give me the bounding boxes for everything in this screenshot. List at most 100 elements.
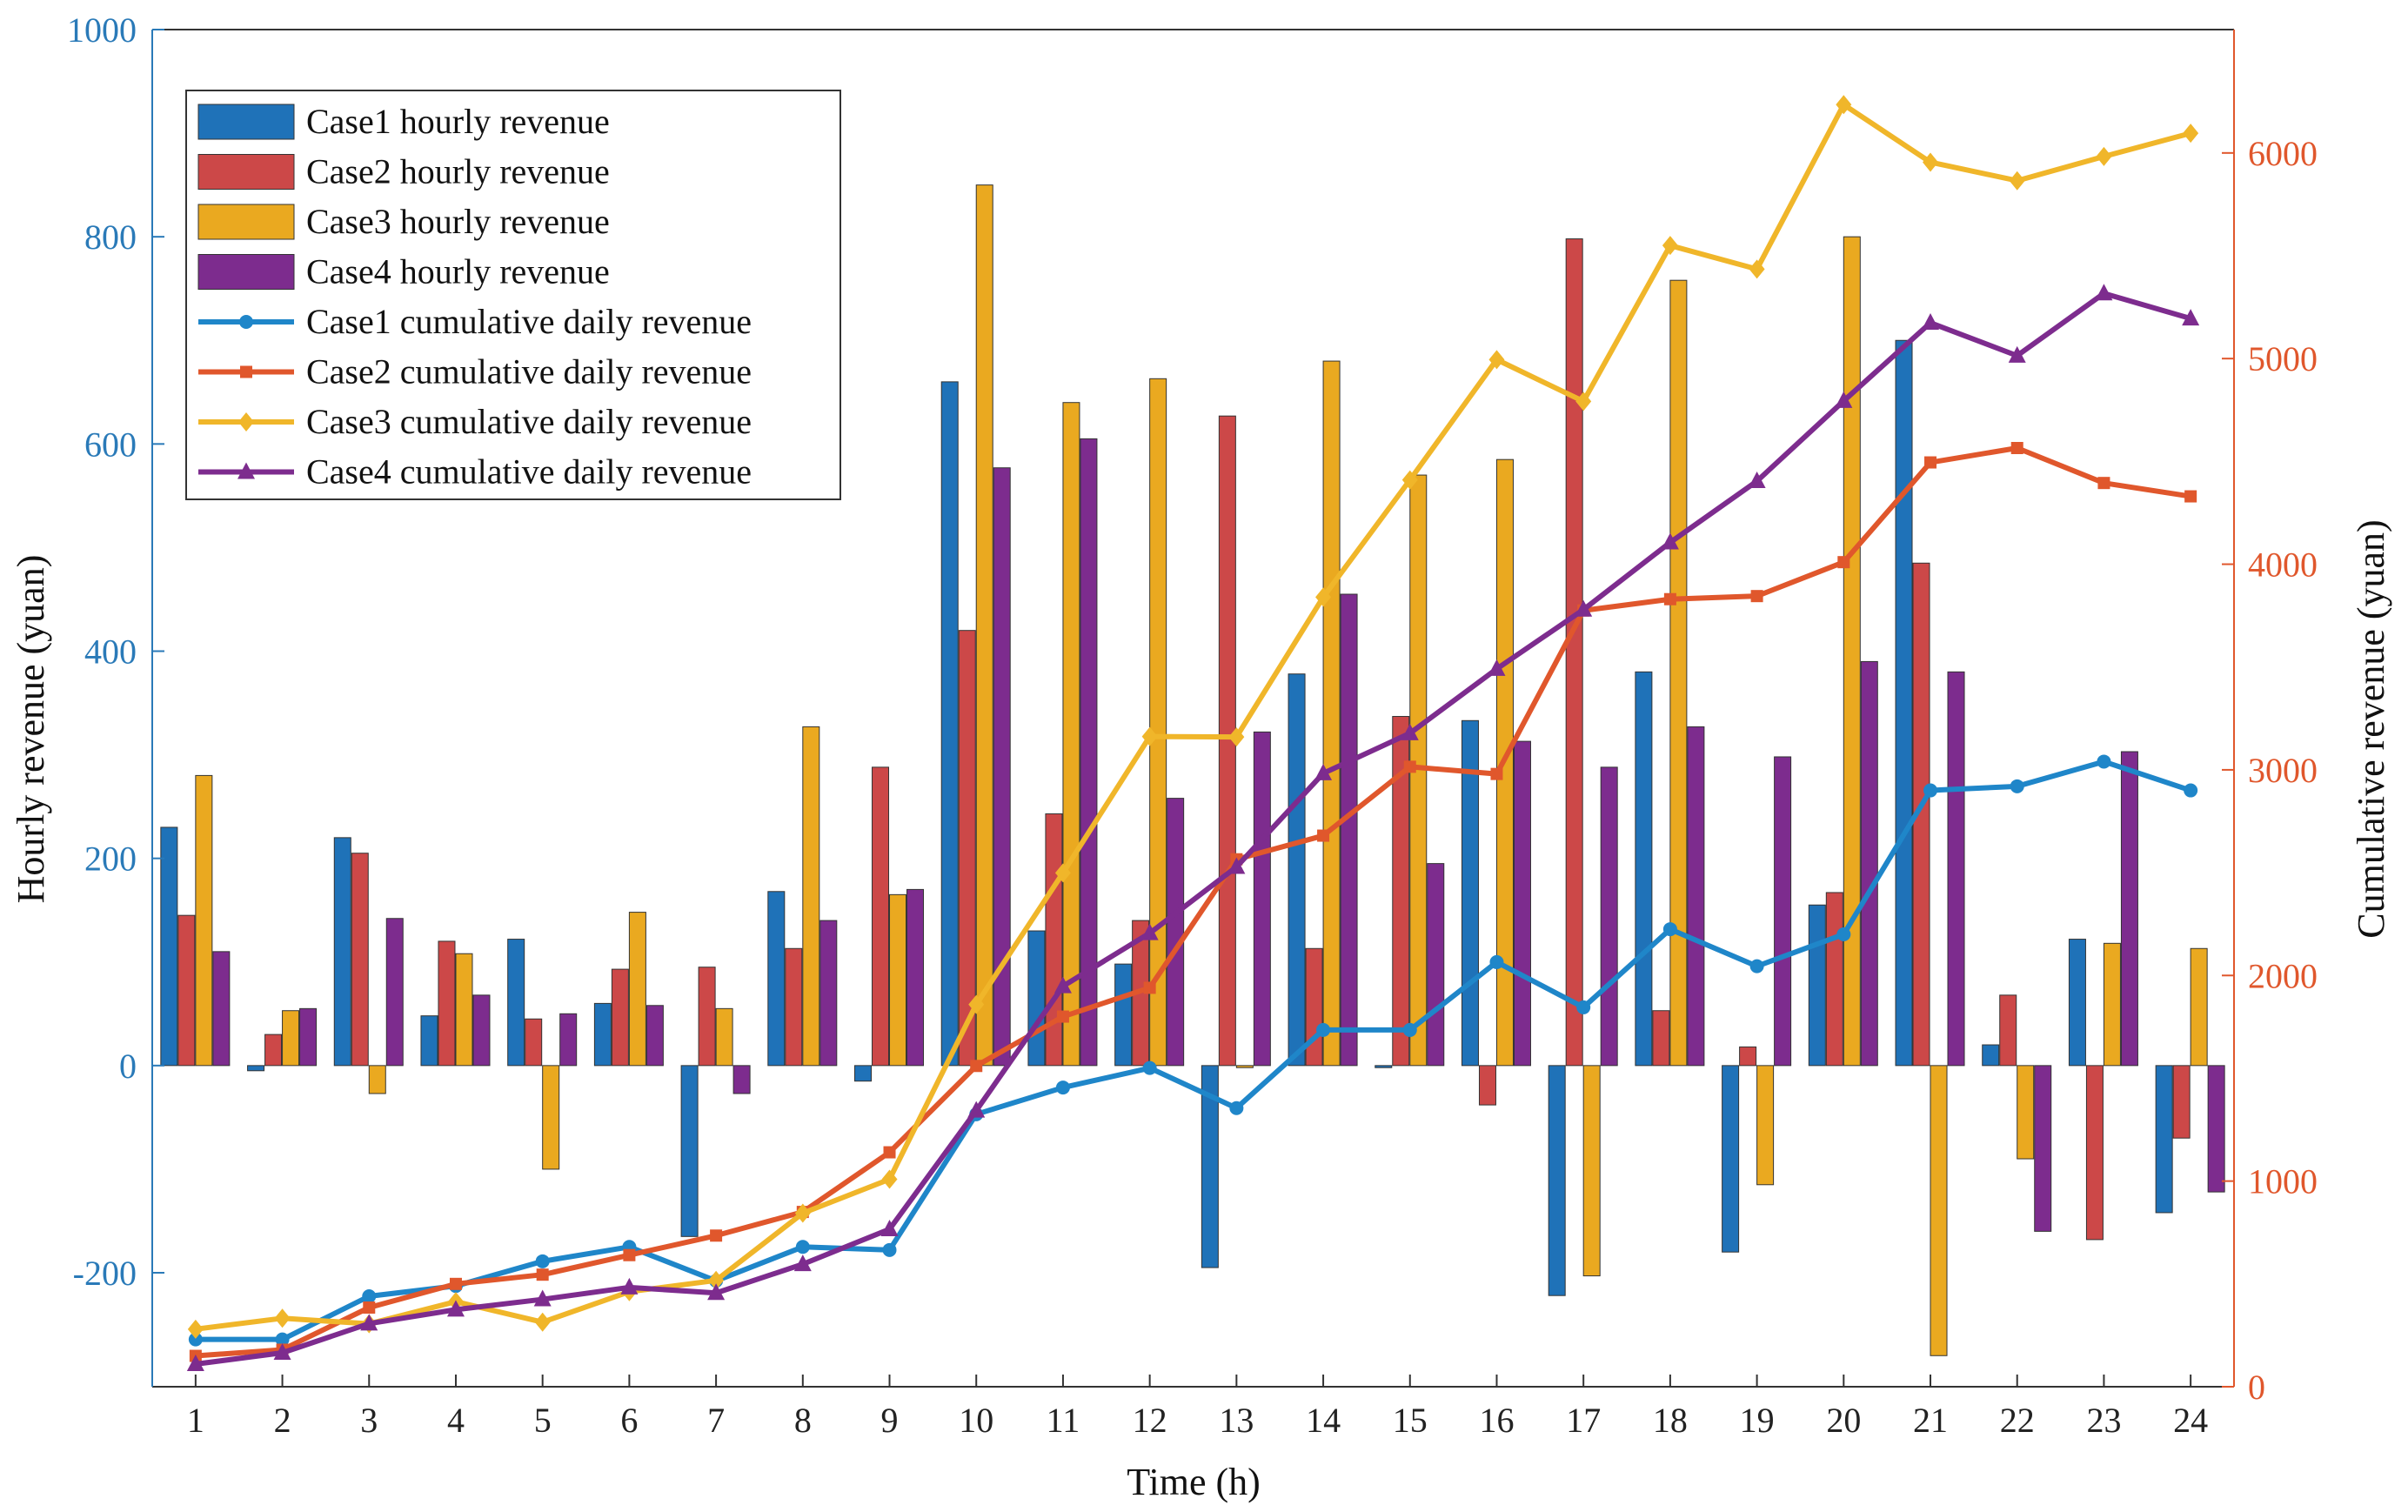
- point-case4-hour-19: [1748, 472, 1766, 489]
- bar-case2-hour-5: [525, 1018, 543, 1067]
- point-case3-hour-14: [1315, 587, 1332, 607]
- point-case3-hour-23: [2096, 146, 2112, 166]
- point-case1-hour-20: [1836, 927, 1851, 941]
- point-case4-hour-4: [446, 1300, 465, 1317]
- point-case4-hour-10: [967, 1101, 986, 1118]
- bar-case1-hour-5: [507, 939, 525, 1067]
- legend: Case1 hourly revenue Case2 hourly revenue…: [185, 90, 841, 500]
- bar-case3-hour-9: [889, 893, 907, 1067]
- point-case4-hour-2: [273, 1343, 291, 1360]
- bar-case2-hour-7: [698, 967, 716, 1067]
- bar-case4-hour-14: [1340, 593, 1358, 1067]
- line-case4-cumulative: [195, 291, 2191, 1367]
- point-case3-hour-12: [1141, 726, 1158, 746]
- bar-case4-hour-3: [385, 918, 404, 1067]
- bar-case3-hour-11: [1062, 402, 1080, 1067]
- point-case1-hour-24: [2184, 783, 2198, 798]
- bar-case3-hour-1: [195, 774, 213, 1067]
- bar-case4-hour-17: [1600, 766, 1618, 1067]
- x-tick-label: 11: [1047, 1401, 1080, 1440]
- bar-case2-hour-16: [1478, 1065, 1496, 1106]
- bar-case1-hour-11: [1027, 930, 1046, 1067]
- point-case2-hour-6: [623, 1248, 636, 1261]
- legend-label-case2-bar: Case2 hourly revenue: [306, 152, 610, 191]
- point-case3-hour-22: [2009, 171, 2025, 191]
- point-case4-hour-13: [1227, 857, 1246, 874]
- legend-label-case1-line: Case1 cumulative daily revenue: [306, 302, 752, 341]
- point-case1-hour-3: [362, 1289, 377, 1303]
- point-case3-hour-15: [1401, 470, 1418, 490]
- x-tick-label: 14: [1306, 1401, 1341, 1440]
- x-tick-label: 4: [447, 1401, 465, 1440]
- bar-case2-hour-17: [1565, 238, 1583, 1067]
- legend-box: [185, 90, 841, 500]
- bar-case2-hour-20: [1825, 892, 1843, 1067]
- line-case2-cumulative: [195, 445, 2191, 1359]
- legend-label-case3-line: Case3 cumulative daily revenue: [306, 402, 752, 441]
- legend-swatch-case1-bar: [197, 104, 295, 140]
- bar-case4-hour-13: [1253, 731, 1271, 1067]
- x-tick-label: 24: [2173, 1401, 2208, 1440]
- bar-case4-hour-11: [1080, 438, 1098, 1067]
- point-case4-hour-1: [186, 1355, 204, 1371]
- x-tick-label: 19: [1740, 1401, 1775, 1440]
- point-case2-hour-10: [970, 1060, 983, 1073]
- point-case2-hour-15: [1403, 760, 1416, 773]
- bar-case3-hour-13: [1235, 1065, 1254, 1068]
- point-case3-hour-18: [1662, 236, 1678, 256]
- legend-marker-case1: [239, 315, 253, 329]
- point-case3-hour-10: [968, 994, 985, 1014]
- point-case3-hour-16: [1488, 350, 1505, 370]
- point-case1-hour-16: [1489, 954, 1504, 969]
- point-case2-hour-14: [1317, 829, 1330, 842]
- bar-case4-hour-5: [559, 1013, 578, 1067]
- legend-swatch-case4-bar: [197, 254, 295, 290]
- bar-case3-hour-3: [368, 1065, 386, 1094]
- bar-case1-hour-24: [2155, 1065, 2173, 1214]
- y-axis-left-label: Hourly revenue (yuan): [10, 555, 52, 904]
- point-case1-hour-2: [275, 1332, 290, 1347]
- y-right-tick-label: 5000: [2248, 339, 2318, 378]
- point-case1-hour-18: [1662, 922, 1677, 937]
- x-tick-label: 22: [2000, 1401, 2035, 1440]
- bar-case3-hour-14: [1322, 360, 1341, 1067]
- point-case4-hour-24: [2182, 309, 2200, 326]
- bar-case4-hour-19: [1774, 756, 1792, 1067]
- point-case1-hour-9: [882, 1242, 897, 1257]
- legend-label-case3-bar: Case3 hourly revenue: [306, 202, 610, 241]
- point-case4-hour-23: [2095, 284, 2113, 301]
- point-case4-hour-17: [1575, 599, 1593, 617]
- point-case3-hour-1: [187, 1319, 204, 1339]
- bar-case1-hour-21: [1895, 339, 1913, 1067]
- x-tick-label: 5: [534, 1401, 552, 1440]
- bar-case4-hour-16: [1513, 740, 1531, 1067]
- bar-case2-hour-14: [1305, 947, 1323, 1067]
- x-tick-label: 8: [794, 1401, 812, 1440]
- point-case1-hour-1: [188, 1332, 203, 1347]
- point-case4-hour-11: [1054, 976, 1072, 994]
- legend-label-case4-line: Case4 cumulative daily revenue: [306, 452, 752, 492]
- bar-case3-hour-12: [1149, 378, 1167, 1067]
- y-right-tick-label: 6000: [2248, 134, 2318, 173]
- point-case4-hour-7: [707, 1283, 726, 1301]
- bar-case4-hour-6: [645, 1005, 664, 1067]
- point-case3-hour-9: [881, 1169, 898, 1189]
- bar-case3-hour-4: [455, 953, 473, 1067]
- bar-case4-hour-4: [472, 994, 491, 1067]
- bar-case1-hour-7: [680, 1065, 699, 1237]
- bar-case1-hour-4: [420, 1015, 438, 1067]
- point-case2-hour-18: [1663, 592, 1676, 605]
- bar-case1-hour-6: [593, 1002, 612, 1067]
- point-case4-hour-3: [360, 1314, 378, 1331]
- bar-case2-hour-6: [611, 968, 629, 1067]
- bar-case1-hour-23: [2068, 939, 2086, 1067]
- bar-case3-hour-22: [2017, 1065, 2035, 1160]
- bar-case2-hour-8: [785, 947, 803, 1067]
- y-left-tick-label: 600: [84, 425, 137, 464]
- x-tick-label: 18: [1653, 1401, 1688, 1440]
- legend-marker-case3: [238, 412, 254, 432]
- bar-case4-hour-20: [1860, 660, 1878, 1067]
- point-case3-hour-11: [1054, 863, 1071, 883]
- bar-case4-hour-7: [732, 1065, 751, 1094]
